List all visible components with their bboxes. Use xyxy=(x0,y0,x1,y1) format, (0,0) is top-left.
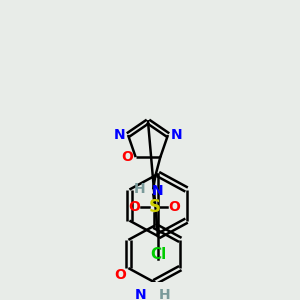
Text: N: N xyxy=(113,128,125,142)
Text: H: H xyxy=(158,288,170,300)
Text: N: N xyxy=(171,128,183,142)
Text: O: O xyxy=(128,200,140,214)
Text: Cl: Cl xyxy=(150,248,166,262)
Text: O: O xyxy=(114,268,126,282)
Text: N: N xyxy=(135,288,146,300)
Text: N: N xyxy=(151,184,163,198)
Text: O: O xyxy=(168,200,180,214)
Text: O: O xyxy=(121,150,133,164)
Text: H: H xyxy=(134,182,145,196)
Text: S: S xyxy=(148,198,160,216)
